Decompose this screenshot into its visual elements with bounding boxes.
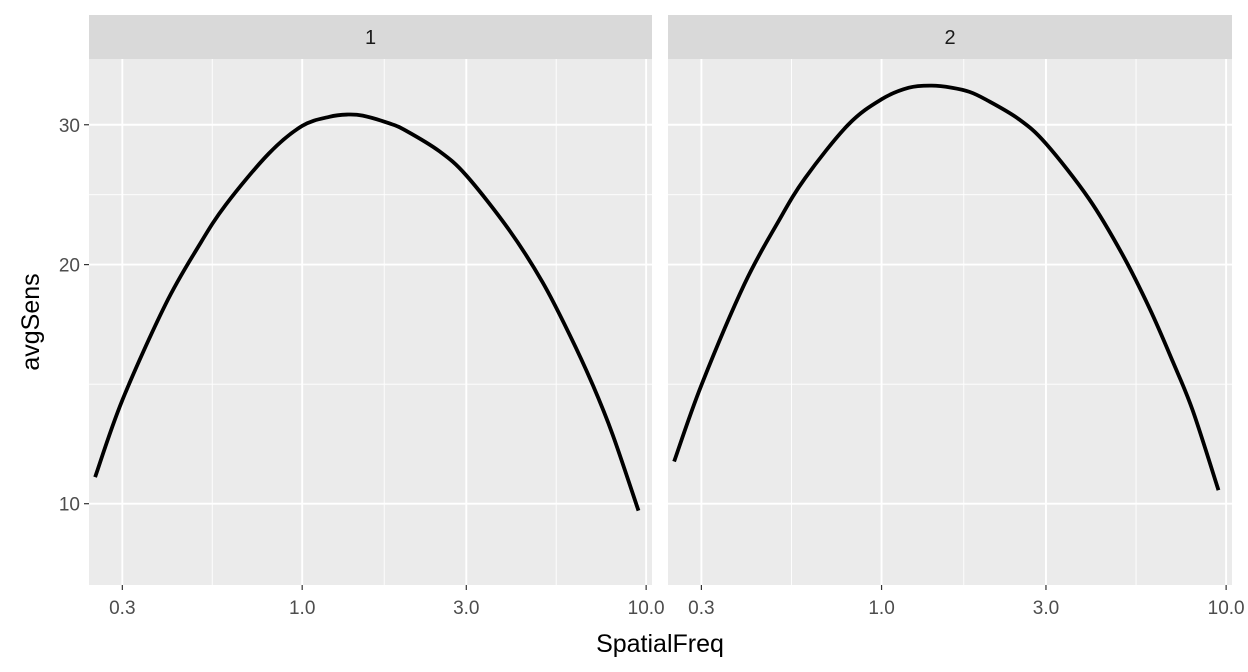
x-tick-label: 1.0 [868, 598, 894, 619]
panel-strip-label: 2 [944, 27, 955, 49]
panels-group: 1 0.3 1.0 3.0 10.0 10 20 30 2 0.3 1.0 3.0 10.0 [59, 15, 1245, 619]
y-tick-label: 30 [59, 116, 80, 137]
x-axis-title: SpatialFreq [596, 630, 724, 658]
x-tick-label: 0.3 [688, 598, 714, 619]
panel-background [89, 59, 652, 585]
x-tick-label: 1.0 [289, 598, 315, 619]
y-tick-label: 20 [59, 256, 80, 277]
panel-strip [89, 15, 652, 59]
panel-strip-label: 1 [365, 27, 376, 49]
x-tick-label: 10.0 [628, 598, 665, 619]
panel-strip [668, 15, 1232, 59]
y-axis-title: avgSens [17, 273, 45, 370]
series-line [672, 83, 1221, 491]
x-tick-label: 10.0 [1208, 598, 1245, 619]
series-line [93, 112, 641, 512]
panel-2: 2 0.3 1.0 3.0 10.0 [668, 15, 1245, 619]
y-tick-label: 10 [59, 495, 80, 516]
x-tick-label: 3.0 [453, 598, 479, 619]
panel-background [668, 59, 1232, 585]
x-tick-label: 0.3 [109, 598, 135, 619]
x-tick-label: 3.0 [1033, 598, 1059, 619]
panel-1: 1 0.3 1.0 3.0 10.0 10 20 30 [59, 15, 665, 619]
